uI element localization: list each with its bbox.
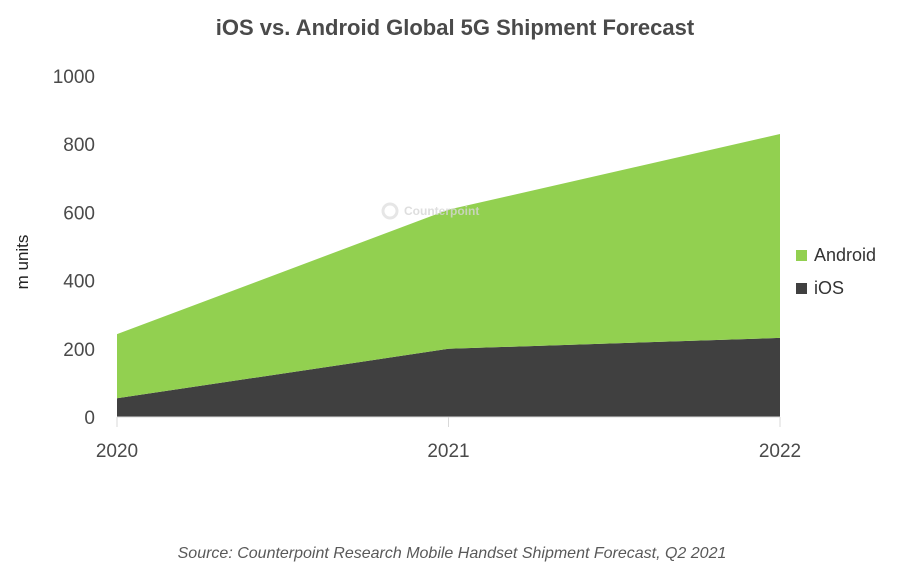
source-note: Source: Counterpoint Research Mobile Han… bbox=[178, 545, 727, 562]
chart-title: iOS vs. Android Global 5G Shipment Forec… bbox=[216, 15, 695, 40]
watermark-text: Counterpoint bbox=[404, 204, 479, 218]
x-tick-label: 2022 bbox=[759, 441, 801, 462]
y-axis-label: m units bbox=[13, 235, 32, 290]
legend-swatch-android bbox=[796, 250, 807, 261]
legend-label-ios: iOS bbox=[814, 278, 844, 298]
area-series-android bbox=[117, 133, 780, 399]
legend-swatch-ios bbox=[796, 283, 807, 294]
plot-area bbox=[116, 133, 781, 427]
y-tick-label: 400 bbox=[63, 272, 95, 293]
watermark-icon bbox=[381, 202, 399, 220]
y-tick-label: 1000 bbox=[53, 67, 95, 88]
legend: Android iOS bbox=[796, 245, 876, 298]
x-tick-label: 2021 bbox=[427, 441, 469, 462]
y-axis-ticks: 0 200 400 600 800 1000 bbox=[53, 67, 95, 429]
x-tick-label: 2020 bbox=[96, 441, 138, 462]
watermark-logo: Counterpoint bbox=[381, 202, 479, 220]
area-series-ios bbox=[117, 337, 780, 417]
y-tick-label: 600 bbox=[63, 203, 95, 224]
x-axis-ticks: 2020 2021 2022 bbox=[96, 441, 801, 462]
y-tick-label: 0 bbox=[84, 408, 95, 429]
y-tick-label: 800 bbox=[63, 135, 95, 156]
y-tick-label: 200 bbox=[63, 340, 95, 361]
legend-label-android: Android bbox=[814, 245, 876, 265]
